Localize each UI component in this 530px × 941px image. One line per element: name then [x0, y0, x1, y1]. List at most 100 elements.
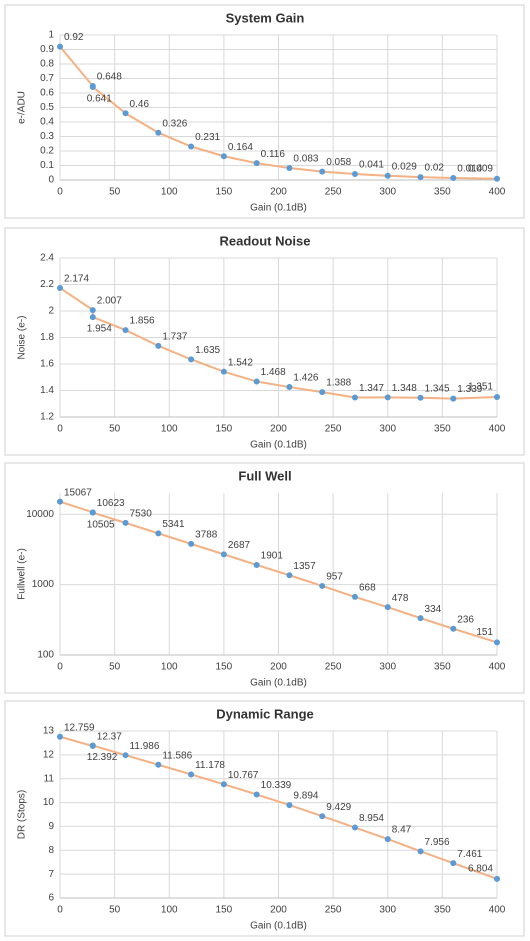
data-label: 9.429 [326, 802, 351, 813]
y-tick-label: 0.4 [40, 117, 54, 128]
x-tick-label: 150 [216, 662, 233, 673]
data-label: 0.231 [195, 132, 220, 143]
x-axis-label: Gain (0.1dB) [250, 678, 307, 689]
marker [417, 394, 424, 401]
y-tick-label: 12 [43, 749, 55, 760]
y-tick-label: 13 [43, 726, 55, 737]
data-label: 334 [425, 604, 442, 615]
x-tick-label: 250 [325, 905, 342, 916]
y-tick-label: 1.4 [40, 385, 54, 396]
data-label: 0.029 [392, 161, 417, 172]
data-label: 12.392 [87, 752, 118, 763]
y-tick-label: 1 [48, 30, 54, 41]
x-tick-label: 350 [434, 905, 451, 916]
x-tick-label: 200 [270, 187, 287, 198]
marker [220, 153, 227, 160]
data-label: 15067 [64, 487, 92, 498]
data-label: 11.986 [130, 741, 160, 752]
marker [57, 733, 63, 740]
marker [286, 164, 293, 171]
x-axis-label: Gain (0.1dB) [250, 203, 307, 214]
x-tick-label: 50 [109, 424, 121, 435]
marker [384, 394, 391, 401]
data-label: 9.894 [293, 791, 318, 802]
marker [450, 395, 457, 402]
x-tick-label: 0 [57, 905, 63, 916]
x-tick-label: 100 [161, 187, 178, 198]
data-label: 0.164 [228, 142, 253, 153]
marker [417, 848, 424, 855]
data-label: 12.37 [97, 732, 122, 743]
marker [253, 791, 260, 798]
marker [351, 394, 358, 401]
marker [384, 172, 391, 179]
data-label: 1.348 [392, 383, 417, 394]
y-tick-label: 0.3 [40, 131, 54, 142]
marker [89, 314, 96, 321]
y-tick-label: 0.6 [40, 88, 54, 99]
y-tick-label: 2.4 [40, 253, 54, 264]
data-label: 10.767 [228, 770, 259, 781]
marker [220, 781, 227, 788]
chart-title: Full Well [238, 468, 291, 483]
x-tick-label: 350 [434, 424, 451, 435]
y-tick-label: 0.7 [40, 73, 54, 84]
data-label: 1.345 [425, 383, 450, 394]
marker [155, 129, 162, 136]
marker [450, 860, 457, 867]
x-tick-label: 0 [57, 424, 63, 435]
marker [188, 540, 195, 547]
marker [319, 582, 326, 589]
data-label: 0.041 [359, 160, 384, 171]
y-axis-label: e-/ADU [17, 91, 28, 124]
data-label: 2.007 [97, 296, 122, 307]
y-tick-label: 0.2 [40, 146, 54, 157]
panel-border [4, 4, 525, 219]
y-tick-label: 1000 [32, 579, 55, 590]
marker [155, 761, 162, 768]
data-label: 8.954 [359, 813, 384, 824]
y-tick-label: 1.2 [40, 412, 54, 423]
marker [286, 572, 293, 579]
data-label: 11.586 [162, 750, 192, 761]
x-tick-label: 50 [109, 187, 121, 198]
x-tick-label: 300 [379, 905, 396, 916]
data-label: 0.326 [162, 118, 187, 129]
y-tick-label: 11 [44, 773, 55, 784]
marker [351, 824, 358, 831]
marker [417, 615, 424, 622]
x-tick-label: 0 [57, 187, 63, 198]
marker [384, 604, 391, 611]
marker [351, 593, 358, 600]
marker [57, 284, 63, 291]
y-tick-label: 6 [48, 893, 54, 904]
marker [122, 327, 129, 334]
data-label: 2.174 [64, 274, 89, 285]
marker [417, 174, 424, 181]
y-tick-label: 0.9 [40, 44, 54, 55]
data-label: 10.339 [261, 780, 292, 791]
y-axis-label: Fullwell (e-) [17, 548, 28, 600]
y-tick-label: 2.2 [40, 279, 54, 290]
data-label: 11.178 [195, 760, 225, 771]
y-tick-label: 0.1 [40, 160, 54, 171]
marker [253, 378, 260, 385]
data-label: 0.641 [87, 94, 112, 105]
data-label: 1.426 [293, 373, 318, 384]
data-label: 0.083 [293, 154, 318, 165]
data-label: 10623 [97, 498, 125, 509]
data-label: 1.351 [468, 382, 493, 393]
data-label: 1.388 [326, 378, 351, 389]
x-tick-label: 300 [379, 424, 396, 435]
marker [57, 43, 63, 50]
chart-title: System Gain [226, 10, 305, 25]
data-label: 7530 [130, 509, 153, 520]
y-tick-label: 0.5 [40, 102, 54, 113]
y-tick-label: 1.6 [40, 359, 54, 370]
y-axis-label: Noise (e-) [17, 316, 28, 360]
x-tick-label: 400 [489, 424, 506, 435]
y-tick-label: 0.8 [40, 59, 54, 70]
marker [384, 836, 391, 843]
data-label: 1901 [261, 551, 284, 562]
